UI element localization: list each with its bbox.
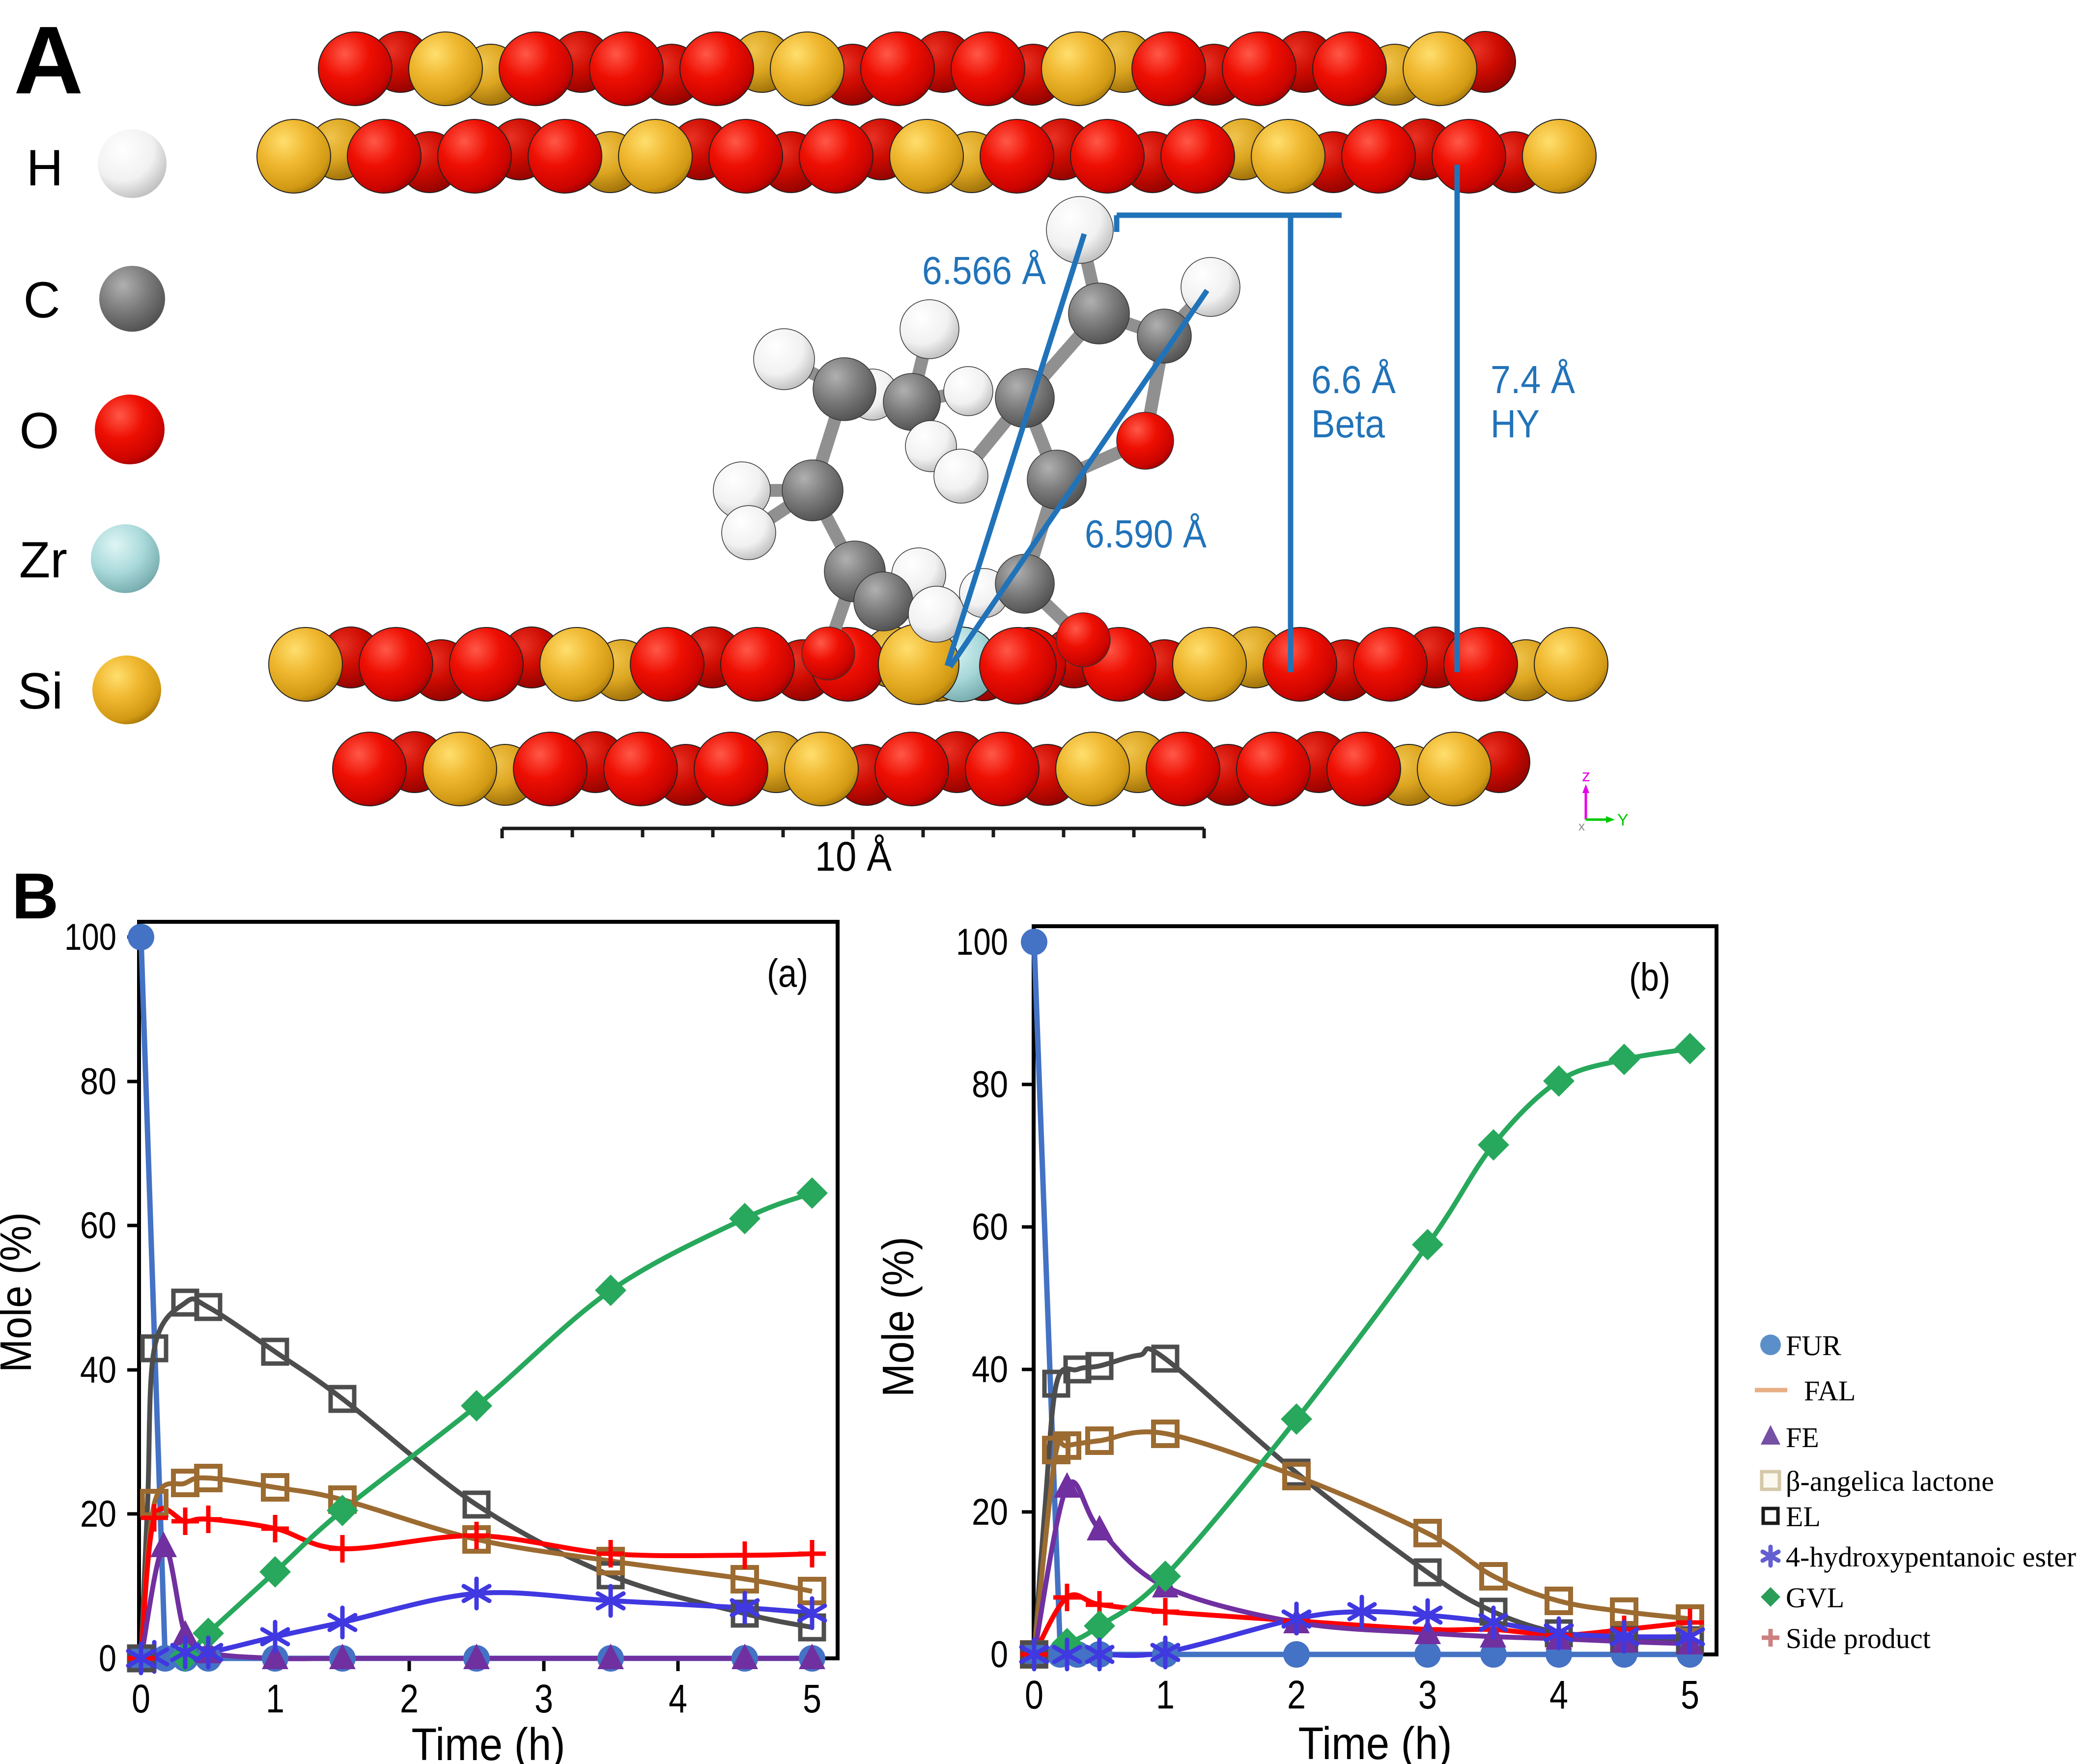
svg-text:2: 2 <box>400 1677 419 1721</box>
svg-text:6.590 Å: 6.590 Å <box>1085 512 1207 556</box>
svg-text:0: 0 <box>1025 1673 1043 1717</box>
svg-text:4-hydroxypentanoic ester: 4-hydroxypentanoic ester <box>1786 1541 2076 1573</box>
svg-text:β-angelica lactone: β-angelica lactone <box>1786 1465 1994 1497</box>
svg-text:2: 2 <box>1287 1673 1306 1717</box>
svg-text:1: 1 <box>266 1677 284 1721</box>
svg-text:60: 60 <box>80 1205 116 1247</box>
svg-text:A: A <box>14 6 84 114</box>
svg-text:Side product: Side product <box>1786 1622 1931 1654</box>
svg-text:60: 60 <box>972 1206 1008 1248</box>
svg-text:B: B <box>12 860 58 932</box>
svg-text:H: H <box>26 140 63 197</box>
svg-text:EL: EL <box>1786 1501 1821 1533</box>
svg-text:Mole (%): Mole (%) <box>0 1212 41 1372</box>
svg-text:1: 1 <box>1156 1673 1175 1717</box>
svg-text:6.6 Å: 6.6 Å <box>1311 358 1396 401</box>
svg-text:Y: Y <box>1617 811 1629 829</box>
svg-text:7.4 Å: 7.4 Å <box>1491 358 1576 401</box>
svg-text:100: 100 <box>64 916 116 958</box>
svg-text:20: 20 <box>80 1493 116 1535</box>
svg-text:Mole (%): Mole (%) <box>874 1237 923 1397</box>
svg-text:(a): (a) <box>767 951 808 995</box>
svg-text:(b): (b) <box>1629 955 1670 999</box>
svg-text:Si: Si <box>18 663 63 720</box>
svg-text:FUR: FUR <box>1786 1330 1841 1362</box>
svg-text:0: 0 <box>99 1638 116 1679</box>
svg-text:20: 20 <box>972 1491 1008 1533</box>
svg-text:40: 40 <box>972 1349 1008 1391</box>
svg-text:FAL: FAL <box>1804 1375 1856 1407</box>
svg-text:O: O <box>20 402 59 459</box>
svg-text:5: 5 <box>1681 1673 1699 1717</box>
svg-text:10 Å: 10 Å <box>815 833 892 880</box>
svg-text:Time (h): Time (h) <box>1298 1718 1452 1764</box>
svg-text:4: 4 <box>669 1677 687 1721</box>
svg-text:GVL: GVL <box>1786 1582 1844 1614</box>
svg-text:5: 5 <box>803 1677 821 1721</box>
svg-text:80: 80 <box>80 1061 116 1103</box>
svg-text:3: 3 <box>1418 1673 1437 1717</box>
svg-text:Zr: Zr <box>19 532 67 589</box>
svg-text:4: 4 <box>1549 1673 1568 1717</box>
svg-text:z: z <box>1582 767 1590 785</box>
svg-text:x: x <box>1578 819 1585 833</box>
svg-text:Time (h): Time (h) <box>412 1719 565 1764</box>
svg-text:C: C <box>23 272 60 329</box>
svg-text:6.566 Å: 6.566 Å <box>922 249 1046 292</box>
svg-text:80: 80 <box>972 1064 1008 1106</box>
svg-text:Beta: Beta <box>1311 402 1385 446</box>
svg-text:FE: FE <box>1786 1422 1819 1453</box>
svg-text:40: 40 <box>80 1349 116 1391</box>
svg-text:100: 100 <box>956 921 1008 963</box>
svg-text:0: 0 <box>132 1677 150 1721</box>
svg-text:0: 0 <box>990 1634 1008 1676</box>
svg-text:HY: HY <box>1491 402 1540 446</box>
svg-text:3: 3 <box>535 1677 553 1721</box>
